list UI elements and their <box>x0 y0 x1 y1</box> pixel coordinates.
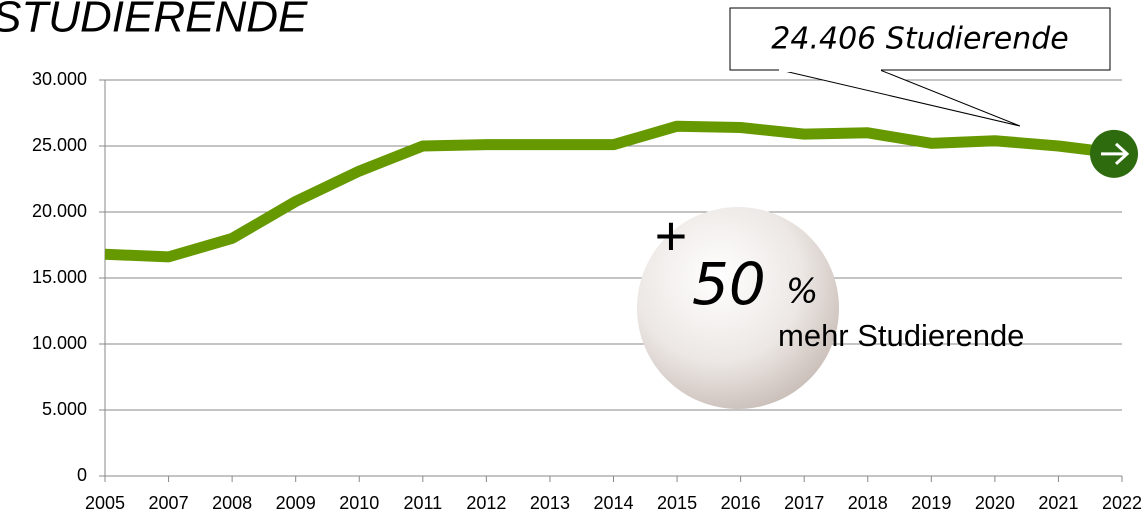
x-tick-label: 2013 <box>530 493 570 513</box>
callout-box <box>729 7 1111 71</box>
x-tick-label: 2016 <box>721 493 761 513</box>
highlight-bubble <box>637 207 839 409</box>
plot-area: 0 5.000 10.000 15.000 20.000 25.000 30.000 2005… <box>32 69 1142 513</box>
y-tick-label: 25.000 <box>32 135 87 155</box>
x-tick-label: 2019 <box>911 493 951 513</box>
y-tick-label: 30.000 <box>32 69 87 89</box>
x-tick-label: 2005 <box>85 493 125 513</box>
bubble-caption: mehr Studierende <box>778 318 1024 353</box>
plus-sign: + <box>655 204 688 267</box>
callout-pointer <box>779 69 1021 127</box>
x-tick-label: 2008 <box>212 493 252 513</box>
x-tick-label: 2021 <box>1038 493 1078 513</box>
chart-title: STUDIERENDE <box>0 0 308 42</box>
x-tick-label: 2020 <box>975 493 1015 513</box>
x-tick-label: 2007 <box>149 493 189 513</box>
y-tick-label: 10.000 <box>32 333 87 353</box>
y-tick-label: 0 <box>77 465 87 485</box>
x-tick-label: 2014 <box>593 493 633 513</box>
percent-sign: % <box>786 272 818 312</box>
x-tick-label: 2012 <box>466 493 506 513</box>
x-tick-label: 2011 <box>403 493 442 513</box>
x-tick-label: 2010 <box>339 493 379 513</box>
callout-text: 24.406 Studierende <box>771 22 1068 57</box>
x-tick-label: 2009 <box>276 493 316 513</box>
callout-join <box>779 68 881 72</box>
x-tick-label: 2018 <box>848 493 888 513</box>
x-tick-label: 2017 <box>784 493 824 513</box>
y-tick-label: 5.000 <box>42 399 87 419</box>
x-tick-label: 2022 <box>1102 493 1142 513</box>
y-tick-label: 15.000 <box>32 267 87 287</box>
end-arrow <box>1101 142 1130 165</box>
data-line <box>104 120 1123 263</box>
x-tick-label: 2015 <box>657 493 697 513</box>
y-tick-label: 20.000 <box>32 201 87 221</box>
percent-number: 50 <box>692 250 766 318</box>
